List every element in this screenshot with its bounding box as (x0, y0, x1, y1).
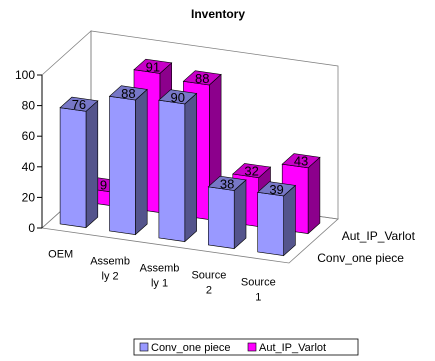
bar (158, 89, 198, 243)
bar-front (59, 107, 87, 228)
bar-top (207, 175, 247, 191)
data-label: 88 (195, 71, 209, 86)
bar-side (85, 100, 99, 229)
legend-swatch (139, 342, 149, 352)
bar (59, 96, 99, 229)
data-label: 32 (244, 164, 258, 179)
bar-side (233, 179, 247, 250)
bar-top (232, 163, 272, 179)
bar-top (257, 181, 297, 197)
bar-top (281, 153, 321, 169)
bar-front (109, 95, 136, 235)
y-tick-label: 100 (15, 68, 35, 82)
series-axis-label: Aut_IP_Varlot (342, 229, 416, 243)
category-label: Assemb ly 2 (90, 256, 130, 283)
bar-top (108, 85, 148, 101)
bar-side (283, 184, 296, 257)
bar-front (208, 186, 235, 249)
series-axis-label: Conv_one piece (317, 251, 404, 265)
category-label: Source 2 (191, 270, 226, 297)
data-label: 9 (100, 178, 107, 193)
bar (257, 181, 297, 257)
chart-title: Inventory (191, 7, 245, 21)
data-label: 90 (171, 90, 185, 105)
legend-box (133, 338, 359, 356)
bar-top (59, 96, 99, 112)
legend-swatch (247, 342, 257, 352)
bar-front (158, 99, 186, 242)
data-label: 76 (72, 97, 86, 112)
data-label: 88 (121, 86, 135, 101)
y-tick-label: 80 (22, 99, 36, 113)
bar-side (135, 88, 148, 236)
bar-top (182, 70, 222, 86)
bar-top (158, 89, 198, 105)
y-tick-label: 40 (22, 160, 36, 174)
data-label: 43 (294, 154, 308, 169)
bar-top (133, 58, 173, 74)
bar-front (257, 191, 284, 256)
data-label: 38 (220, 176, 234, 191)
y-tick-label: 20 (22, 190, 36, 204)
legend-label: Conv_one piece (151, 342, 231, 354)
y-tick-label: 60 (22, 129, 36, 143)
data-label: 91 (146, 59, 160, 74)
category-label: Source 1 (241, 277, 276, 304)
category-label: OEM (48, 249, 73, 261)
category-label: Assemb ly 1 (140, 263, 180, 290)
bar-side (184, 92, 197, 243)
legend-label: Aut_IP_Varlot (259, 342, 326, 354)
y-tick-label: 0 (28, 221, 35, 235)
bar-side (307, 156, 321, 235)
bar (108, 85, 148, 236)
data-label: 39 (269, 182, 283, 197)
bar (207, 175, 247, 250)
